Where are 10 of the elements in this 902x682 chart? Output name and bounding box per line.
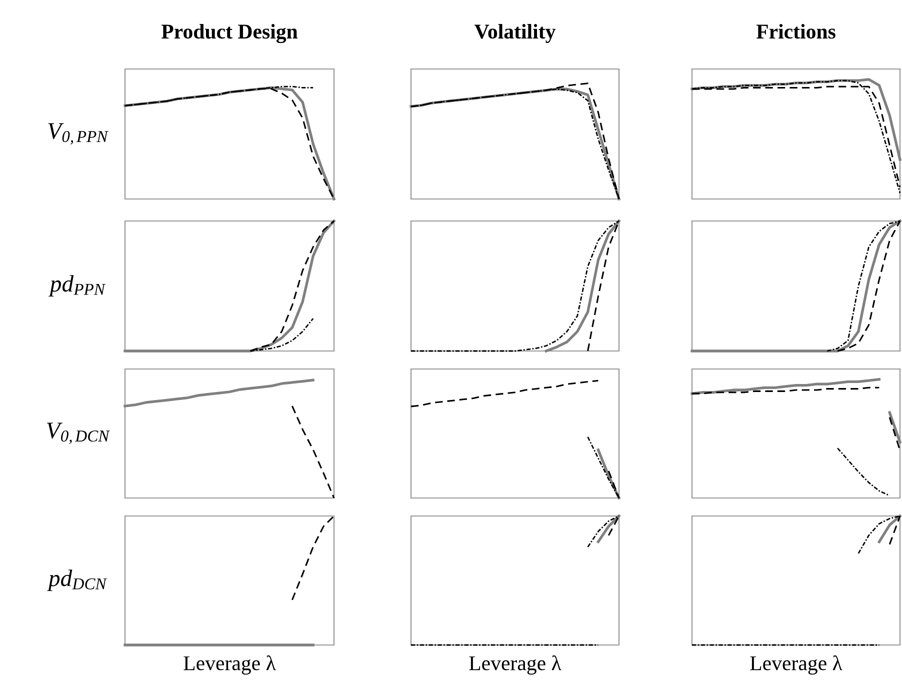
x-axis-title: Leverage λ xyxy=(750,655,842,675)
y-axis-title: V$_{0,DCN}$ xyxy=(47,422,110,444)
chart-title: Product Design xyxy=(161,24,298,44)
y-axis-title: V$_{0,PPN}$ xyxy=(48,123,108,145)
y-axis-title: pd$_{PPN}$ xyxy=(48,275,106,297)
y-axis-title: pd$_{DCN}$ xyxy=(47,570,108,592)
chart-title: Frictions xyxy=(756,24,836,39)
chart-title: Volatility xyxy=(474,24,556,43)
x-axis-title: Leverage λ xyxy=(469,655,562,675)
x-axis-title: Leverage λ xyxy=(184,655,276,675)
